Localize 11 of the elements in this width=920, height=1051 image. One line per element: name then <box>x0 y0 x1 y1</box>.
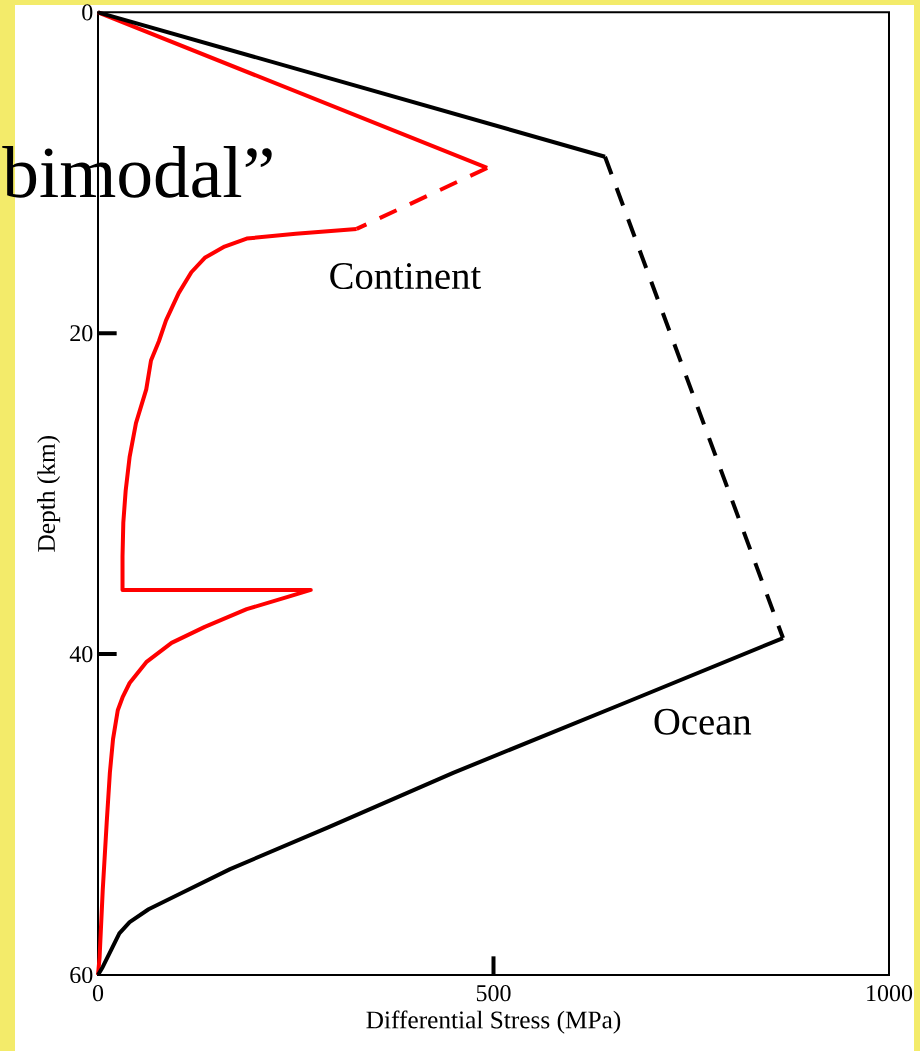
y-tick-label: 0 <box>82 4 93 21</box>
y-axis-title: Depth (km) <box>37 436 61 552</box>
series-label: Continent <box>330 263 481 290</box>
series-label: Ocean <box>654 708 752 735</box>
x-axis-title: Differential Stress (MPa) <box>366 1010 621 1034</box>
x-tick-label: 0 <box>92 985 104 1002</box>
y-tick-label: 40 <box>69 646 93 663</box>
y-tick-label: 60 <box>70 966 93 984</box>
x-tick-label: 500 <box>476 985 511 1002</box>
y-tick-label: 20 <box>70 325 93 342</box>
x-tick-label: 1000 <box>867 985 913 1002</box>
